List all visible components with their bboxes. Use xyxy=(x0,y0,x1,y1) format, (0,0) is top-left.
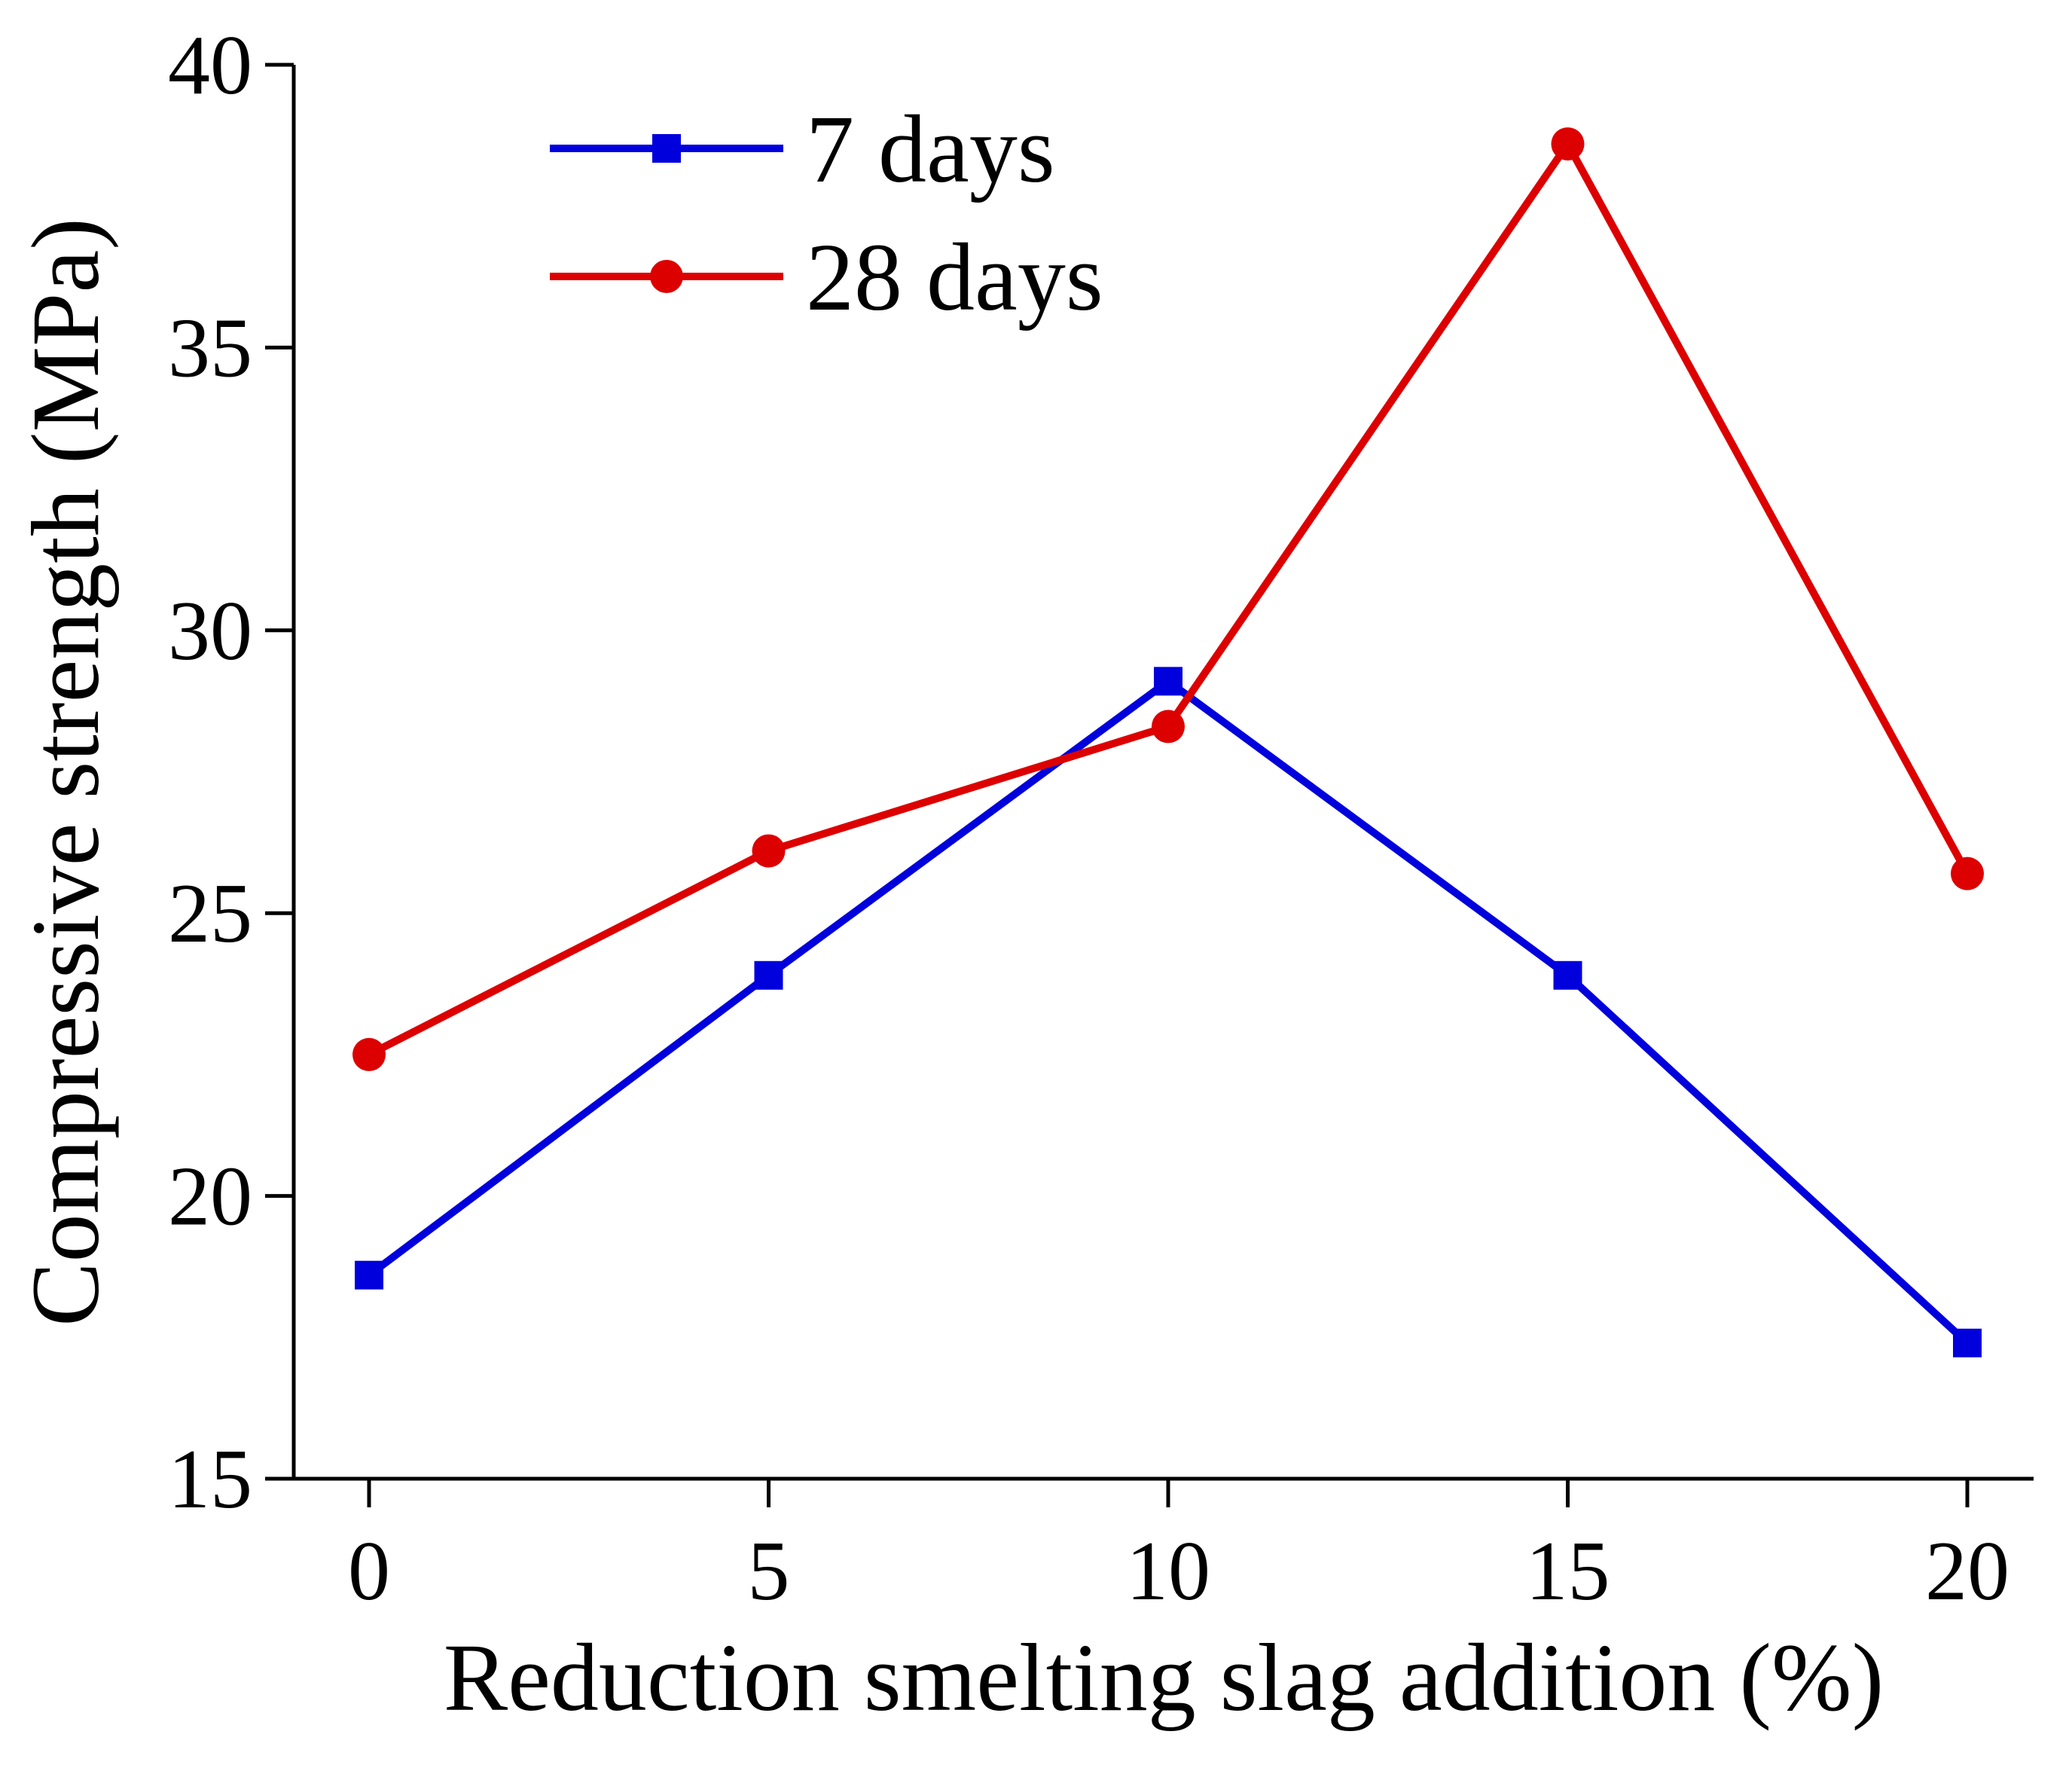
data-point xyxy=(1951,856,1984,890)
legend: 7 days 28 days xyxy=(550,96,1103,331)
y-ticks: 15 20 25 30 35 40 xyxy=(168,19,294,1526)
series-28-days xyxy=(352,127,1984,1071)
series-line xyxy=(365,140,1971,1058)
legend-label: 7 days xyxy=(806,96,1055,203)
data-point xyxy=(752,834,786,868)
axes xyxy=(291,65,2034,1481)
legend-marker xyxy=(652,134,681,163)
legend-marker xyxy=(650,260,683,293)
data-point xyxy=(1152,710,1185,744)
y-axis-title: Compressive strength (MPa) xyxy=(12,218,119,1327)
x-tick-label: 0 xyxy=(348,1525,390,1618)
series-7-days xyxy=(355,667,1982,1357)
y-tick-label: 15 xyxy=(168,1433,252,1526)
y-tick-label: 25 xyxy=(168,867,252,960)
series-line xyxy=(365,677,1971,1347)
y-tick-label: 30 xyxy=(168,585,252,678)
data-point xyxy=(1953,1328,1982,1357)
y-tick-label: 35 xyxy=(168,301,252,395)
x-tick-label: 5 xyxy=(748,1525,790,1618)
data-point xyxy=(1551,127,1585,161)
data-point xyxy=(1154,667,1182,696)
data-point xyxy=(352,1037,386,1071)
x-tick-label: 10 xyxy=(1126,1525,1210,1618)
x-tick-label: 20 xyxy=(1925,1525,2009,1618)
y-tick-label: 40 xyxy=(168,19,252,112)
data-point xyxy=(1553,960,1582,990)
data-point xyxy=(355,1260,383,1290)
x-tick-label: 15 xyxy=(1526,1525,1610,1618)
legend-label: 28 days xyxy=(806,224,1103,331)
x-ticks: 0 5 10 15 20 xyxy=(348,1479,2009,1618)
data-point xyxy=(754,960,783,990)
x-axis-title: Reduction smelting slag addition (%) xyxy=(444,1624,1884,1731)
series-group xyxy=(352,127,1984,1357)
y-tick-label: 20 xyxy=(168,1150,252,1244)
